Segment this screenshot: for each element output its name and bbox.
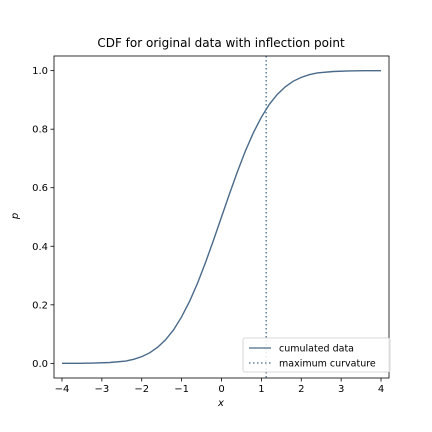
x-tick-label: 4 — [378, 384, 384, 395]
x-tick-label: −4 — [55, 384, 70, 395]
x-tick-label: 2 — [298, 384, 304, 395]
legend-frame — [242, 337, 391, 373]
x-tick-label: 1 — [258, 384, 264, 395]
y-tick-label: 1.0 — [32, 66, 48, 77]
x-tick-label: −3 — [94, 384, 109, 395]
x-axis-label: x — [217, 398, 224, 409]
plot-area — [61, 56, 382, 378]
legend-label-maximum-curvature: maximum curvature — [279, 359, 376, 370]
y-axis-label: p — [10, 213, 21, 220]
chart-title: CDF for original data with inflection po… — [97, 36, 345, 50]
x-tick-label: 0 — [218, 384, 224, 395]
y-tick-label: 0.2 — [32, 300, 48, 311]
legend-label-cumulated-data: cumulated data — [279, 344, 354, 355]
series-line-cumulated-data — [61, 69, 382, 365]
legend: cumulated data maximum curvature — [242, 337, 391, 373]
x-tick-label: −2 — [134, 384, 149, 395]
x-tick-label: 3 — [338, 384, 344, 395]
y-tick-label: 0.4 — [32, 242, 48, 253]
y-tick-label: 0.0 — [32, 359, 48, 370]
y-tick-label: 0.8 — [32, 125, 48, 136]
x-tick-label: −1 — [174, 384, 189, 395]
y-tick-label: 0.6 — [32, 183, 48, 194]
axes: −4 −3 −2 −1 0 1 2 3 4 0.0 0.2 0.4 0.6 0.8 1.0 — [32, 55, 390, 395]
